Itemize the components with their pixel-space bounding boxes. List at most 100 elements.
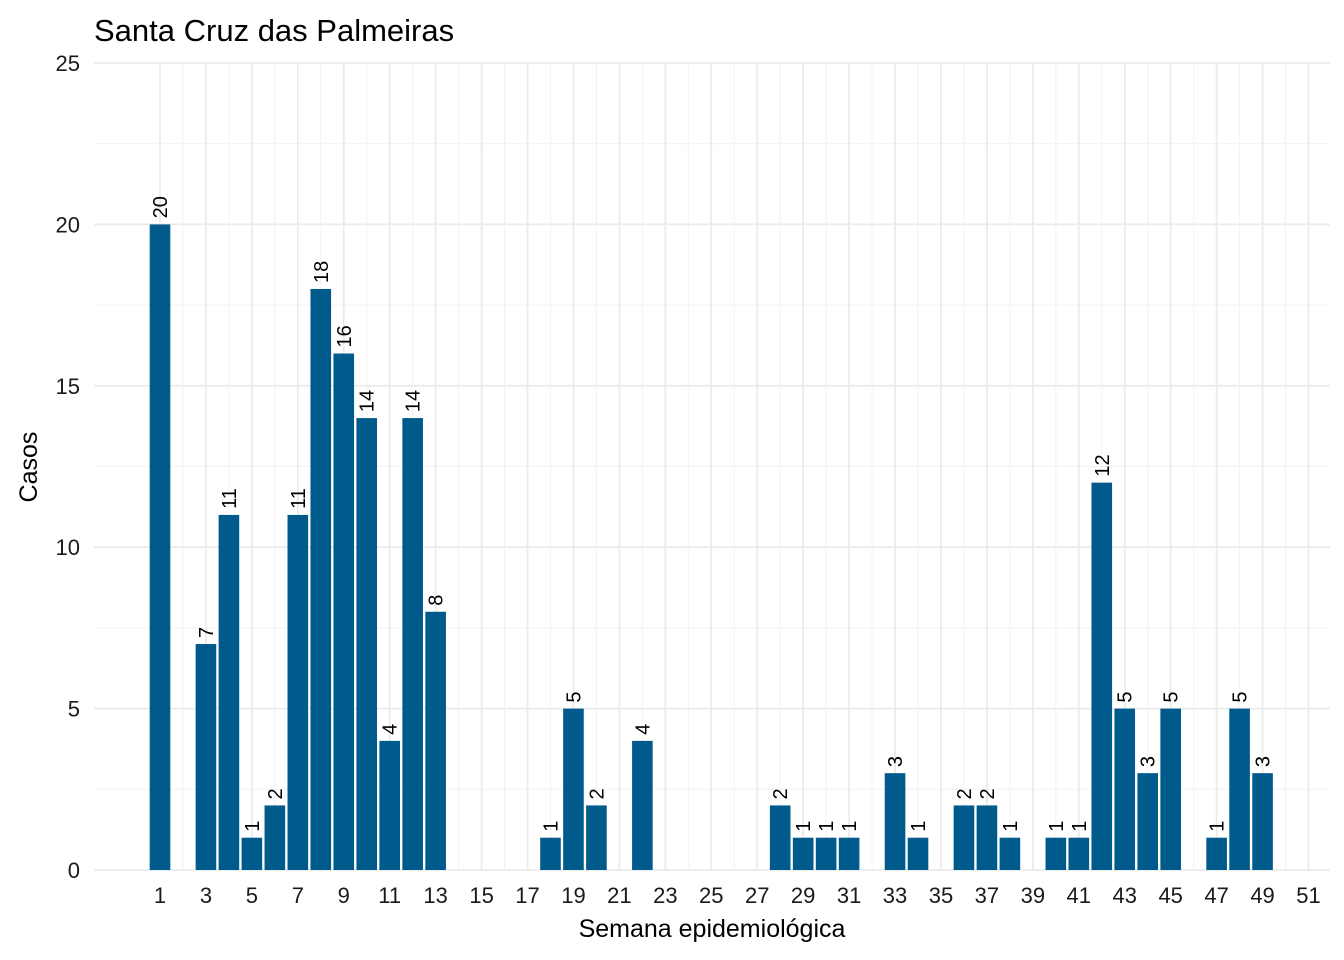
bar-week-18 (540, 837, 561, 870)
bar-week-6 (264, 805, 286, 870)
data-label-week-40: 1 (1046, 821, 1068, 832)
bar-week-9 (333, 353, 355, 870)
data-label-week-7: 11 (288, 488, 310, 509)
bar-week-12 (402, 418, 423, 870)
data-label-week-36: 2 (954, 788, 976, 799)
y-tick-label: 0 (68, 858, 80, 883)
data-label-week-22: 4 (632, 724, 654, 735)
y-tick-label: 10 (56, 535, 80, 560)
x-tick-label: 35 (929, 883, 953, 908)
bar-week-42 (1091, 482, 1113, 870)
data-label-week-30: 1 (816, 821, 838, 832)
bar-week-48 (1229, 708, 1250, 870)
bar-week-10 (356, 418, 378, 870)
x-tick-label: 43 (1112, 883, 1136, 908)
data-label-week-12: 14 (403, 390, 425, 412)
bar-week-34 (907, 837, 929, 870)
bar-week-31 (838, 837, 860, 870)
data-label-week-48: 5 (1230, 691, 1252, 702)
x-tick-label: 19 (561, 883, 585, 908)
bar-week-5 (241, 837, 263, 870)
bars (149, 224, 1273, 871)
x-tick-label: 27 (745, 883, 769, 908)
bar-week-30 (815, 837, 837, 870)
x-tick-label: 49 (1250, 883, 1274, 908)
bar-week-19 (563, 708, 584, 870)
x-tick-label: 1 (154, 883, 166, 908)
bar-week-13 (425, 611, 446, 870)
data-label-week-1: 20 (150, 196, 172, 218)
chart-title: Santa Cruz das Palmeiras (94, 13, 454, 48)
x-tick-label: 23 (653, 883, 677, 908)
data-label-week-37: 2 (977, 788, 999, 799)
data-label-week-38: 1 (1000, 821, 1022, 832)
data-label-week-9: 16 (334, 325, 356, 347)
bar-week-33 (884, 773, 906, 870)
grid-lines (94, 62, 1330, 871)
data-label-week-4: 11 (219, 488, 241, 509)
x-tick-label: 37 (975, 883, 999, 908)
x-tick-label: 7 (292, 883, 304, 908)
bar-week-40 (1045, 837, 1067, 870)
bar-week-37 (976, 805, 998, 870)
y-tick-label: 15 (56, 374, 80, 399)
data-label-week-11: 4 (380, 724, 402, 735)
data-label-week-19: 5 (563, 691, 585, 702)
x-axis-title: Semana epidemiológica (579, 915, 846, 943)
x-tick-label: 15 (469, 883, 493, 908)
data-label-week-33: 3 (885, 756, 907, 767)
bar-week-7 (287, 514, 309, 870)
data-label-week-5: 1 (242, 821, 264, 832)
x-tick-label: 29 (791, 883, 815, 908)
bar-week-4 (218, 514, 240, 870)
data-label-week-28: 2 (770, 788, 792, 799)
x-tick-label: 13 (423, 883, 447, 908)
bar-week-49 (1252, 773, 1273, 870)
x-tick-label: 11 (378, 883, 401, 908)
bar-week-28 (769, 805, 791, 870)
bar-week-22 (632, 740, 653, 870)
bar-week-41 (1068, 837, 1090, 870)
data-label-week-29: 1 (793, 821, 815, 832)
bar-week-3 (195, 644, 217, 870)
bar-week-45 (1160, 708, 1181, 870)
bar-week-43 (1114, 708, 1136, 870)
bar-week-36 (953, 805, 975, 870)
x-tick-label: 47 (1204, 883, 1228, 908)
data-label-week-3: 7 (196, 627, 218, 638)
data-label-week-8: 18 (311, 261, 333, 283)
x-tick-label: 17 (515, 883, 539, 908)
x-tick-label: 39 (1021, 883, 1045, 908)
x-tick-label: 25 (699, 883, 723, 908)
data-label-week-41: 1 (1069, 821, 1091, 832)
data-label-week-49: 3 (1253, 756, 1275, 767)
x-tick-label: 9 (338, 883, 350, 908)
y-tick-label: 20 (56, 212, 80, 237)
y-axis-title: Casos (15, 432, 43, 503)
bar-week-20 (586, 805, 607, 870)
data-label-week-44: 3 (1138, 756, 1160, 767)
data-label-week-43: 5 (1115, 691, 1137, 702)
bar-week-8 (310, 288, 332, 871)
bar-week-29 (792, 837, 814, 870)
x-tick-label: 41 (1067, 883, 1091, 908)
bar-week-11 (379, 740, 400, 870)
x-tick-label: 3 (200, 883, 212, 908)
y-tick-label: 5 (68, 697, 80, 722)
y-axis-ticks: 0 5 10 15 20 25 (56, 51, 80, 883)
x-tick-label: 21 (607, 883, 631, 908)
data-label-week-6: 2 (265, 788, 287, 799)
data-label-week-13: 8 (426, 595, 448, 606)
data-label-week-31: 1 (839, 821, 861, 832)
data-label-week-42: 12 (1092, 454, 1114, 476)
x-tick-label: 31 (837, 883, 861, 908)
data-label-week-10: 14 (357, 390, 379, 412)
bar-week-38 (999, 837, 1021, 870)
data-label-week-18: 1 (540, 821, 562, 832)
data-label-week-20: 2 (586, 788, 608, 799)
bar-week-44 (1137, 773, 1159, 870)
y-tick-label: 25 (56, 51, 80, 76)
x-tick-label: 45 (1158, 883, 1182, 908)
